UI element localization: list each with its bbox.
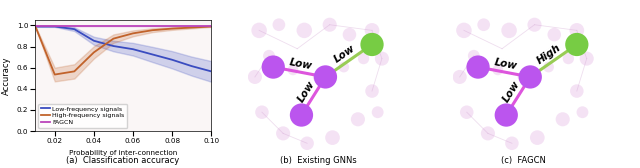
FAGCN [31, 25, 39, 27]
Circle shape [287, 65, 298, 75]
Circle shape [456, 23, 472, 38]
Low-frequency signals [148, 53, 156, 55]
Y-axis label: Accuracy: Accuracy [2, 56, 12, 95]
Circle shape [556, 112, 570, 126]
Circle shape [351, 112, 365, 126]
High-frequency signals [90, 51, 98, 53]
High-frequency signals [31, 25, 39, 27]
Circle shape [339, 62, 349, 72]
FAGCN [207, 25, 215, 27]
High-frequency signals [148, 29, 156, 31]
Line: High-frequency signals: High-frequency signals [35, 26, 211, 75]
FAGCN [51, 25, 59, 27]
High-frequency signals [168, 28, 176, 30]
Circle shape [477, 18, 490, 31]
Circle shape [563, 53, 574, 64]
FAGCN [168, 25, 176, 27]
Low-frequency signals [51, 26, 59, 28]
FAGCN [148, 25, 156, 27]
Circle shape [296, 23, 312, 38]
FAGCN [109, 25, 117, 27]
Text: Low: Low [332, 44, 356, 65]
X-axis label: Probability of inter-connection: Probability of inter-connection [69, 150, 177, 156]
Text: Low: Low [289, 57, 313, 71]
Circle shape [481, 126, 495, 140]
High-frequency signals [207, 26, 215, 28]
FAGCN [90, 25, 98, 27]
Circle shape [566, 34, 588, 55]
Circle shape [452, 70, 467, 84]
Circle shape [570, 84, 584, 98]
Circle shape [577, 106, 588, 118]
High-frequency signals [188, 27, 195, 29]
Low-frequency signals [207, 70, 215, 72]
Circle shape [276, 126, 290, 140]
High-frequency signals [129, 32, 137, 34]
Text: Low: Low [296, 79, 317, 104]
FAGCN [129, 25, 137, 27]
Text: Low: Low [501, 79, 522, 104]
Circle shape [358, 53, 369, 64]
Circle shape [313, 71, 324, 83]
Circle shape [263, 50, 275, 62]
Circle shape [273, 18, 285, 31]
Low-frequency signals [188, 65, 195, 67]
Circle shape [580, 52, 594, 66]
High-frequency signals [70, 70, 78, 72]
High-frequency signals [51, 74, 59, 76]
Circle shape [315, 66, 336, 88]
Circle shape [252, 23, 267, 38]
Circle shape [262, 56, 284, 78]
Circle shape [325, 130, 340, 145]
FAGCN [70, 25, 78, 27]
Low-frequency signals [70, 28, 78, 30]
Text: (b)  Existing GNNs: (b) Existing GNNs [280, 156, 356, 165]
Circle shape [323, 18, 337, 32]
Circle shape [547, 28, 561, 41]
Circle shape [530, 130, 545, 145]
Circle shape [467, 56, 488, 78]
Circle shape [300, 136, 314, 150]
Circle shape [505, 136, 518, 150]
Circle shape [342, 28, 356, 41]
Circle shape [291, 104, 312, 126]
Circle shape [372, 106, 383, 118]
Circle shape [496, 104, 517, 126]
Circle shape [460, 106, 474, 119]
Circle shape [365, 84, 379, 98]
Line: Low-frequency signals: Low-frequency signals [35, 27, 211, 71]
Low-frequency signals [168, 59, 176, 61]
Circle shape [362, 34, 383, 55]
Text: (c)  FAGCN: (c) FAGCN [500, 156, 546, 165]
Text: High: High [535, 43, 563, 66]
Circle shape [375, 52, 389, 66]
Legend: Low-frequency signals, High-frequency signals, FAGCN: Low-frequency signals, High-frequency si… [38, 104, 127, 128]
Low-frequency signals [31, 26, 39, 28]
Low-frequency signals [129, 48, 137, 50]
High-frequency signals [109, 38, 117, 40]
Circle shape [492, 65, 503, 75]
FAGCN [188, 25, 195, 27]
Circle shape [520, 66, 541, 88]
Circle shape [543, 62, 554, 72]
Circle shape [468, 50, 480, 62]
Circle shape [518, 71, 529, 83]
Circle shape [527, 18, 541, 32]
Low-frequency signals [109, 45, 117, 47]
Circle shape [255, 106, 269, 119]
Text: (a)  Classification accuracy: (a) Classification accuracy [67, 156, 179, 165]
Circle shape [365, 23, 380, 38]
Circle shape [501, 23, 517, 38]
Text: Low: Low [493, 57, 518, 71]
Circle shape [570, 23, 584, 38]
Circle shape [248, 70, 262, 84]
Low-frequency signals [90, 40, 98, 42]
